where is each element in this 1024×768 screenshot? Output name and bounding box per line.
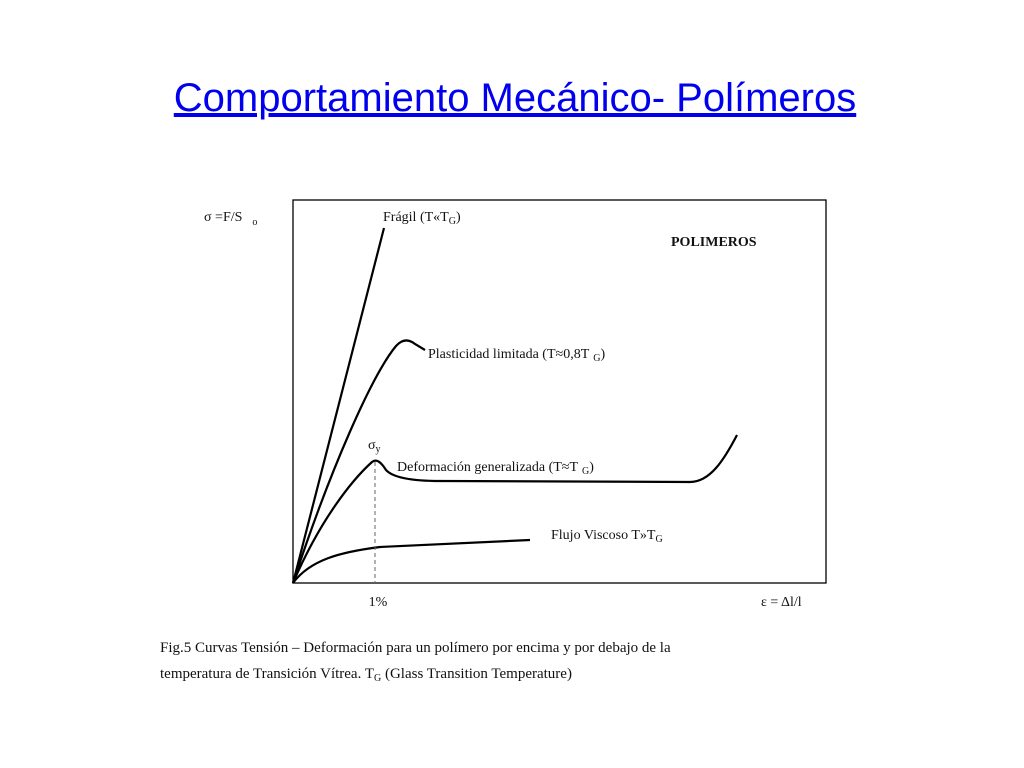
label-part: ) <box>589 460 594 475</box>
fragile-curve <box>291 227 386 584</box>
viscous-flow-curve <box>292 538 531 584</box>
label-sub: G <box>582 466 589 477</box>
label-part: σ <box>368 438 376 453</box>
y-axis-label: σ =F/S o <box>204 210 257 228</box>
label-sub: G <box>593 353 600 364</box>
limited-plasticity-curve <box>291 339 426 584</box>
y-axis-label-main: σ =F/S <box>204 210 242 225</box>
curve-label: Frágil (T«TG) <box>383 210 461 227</box>
label-part: Frágil (T«T <box>383 210 449 225</box>
curve-label: Flujo Viscoso T»TG <box>551 528 663 545</box>
y-axis-label-sub: o <box>252 217 257 228</box>
caption-part: (Glass Transition Temperature) <box>381 666 572 682</box>
label-part: Flujo Viscoso T»T <box>551 528 656 543</box>
curve-label: Plasticidad limitada (T≈0,8T G) <box>428 347 606 364</box>
label-part: ) <box>456 210 461 225</box>
label-part: ) <box>601 347 606 362</box>
caption-part: Fig.5 Curvas Tensión – Deformación para … <box>160 640 671 656</box>
yield-label: σy <box>368 438 381 455</box>
caption-line: temperatura de Transición Vítrea. TG (Gl… <box>160 666 572 684</box>
strain-marker: 1% <box>369 595 388 610</box>
general-deformation-curve <box>291 434 738 584</box>
plot-frame <box>292 199 827 584</box>
diagram-heading: POLIMEROS <box>671 235 757 250</box>
label-sub: y <box>376 444 381 455</box>
label-part: Plasticidad limitada (T≈0,8T <box>428 347 590 362</box>
caption-part: temperatura de Transición Vítrea. T <box>160 666 374 682</box>
x-axis-label: ε = Δl/l <box>761 595 802 610</box>
caption-sub: G <box>374 673 381 684</box>
label-sub: G <box>449 216 456 227</box>
label-part: Deformación generalizada (T≈T <box>397 460 578 475</box>
slide-title: Comportamiento Mecánico- Polímeros <box>174 76 856 120</box>
caption-line: Fig.5 Curvas Tensión – Deformación para … <box>160 640 671 656</box>
label-sub: G <box>655 534 662 545</box>
curve-label: Deformación generalizada (T≈T G) <box>397 460 594 477</box>
